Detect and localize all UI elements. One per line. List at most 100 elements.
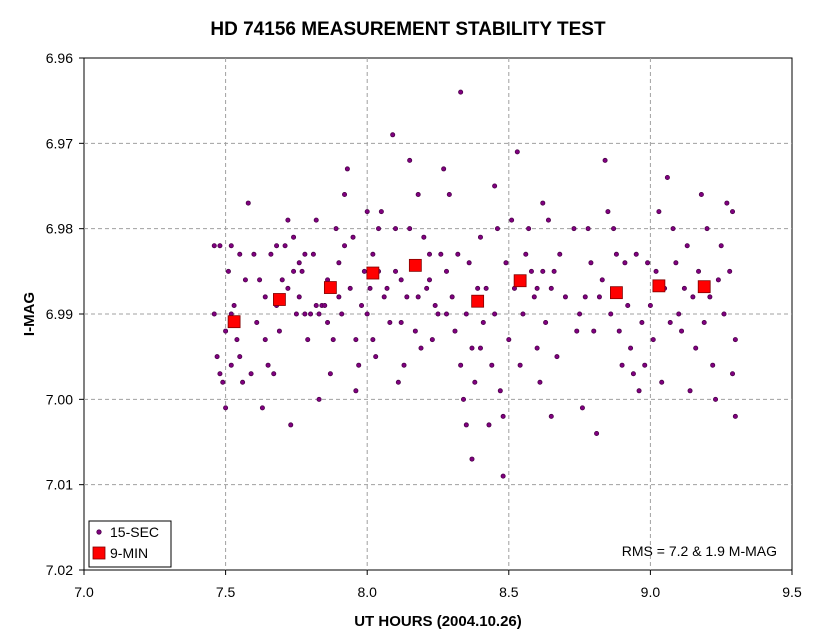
rms-annotation: RMS = 7.2 & 1.9 M-MAG [622,543,777,559]
point-15-sec [316,311,322,317]
point-15-sec [217,371,223,377]
point-15-sec [647,302,653,308]
point-15-sec [353,388,359,394]
point-15-sec [262,294,268,300]
point-15-sec [279,277,285,283]
point-15-sec [384,285,390,291]
point-15-sec [497,388,503,394]
point-15-sec [679,328,685,334]
point-15-sec [415,192,421,198]
point-15-sec [724,200,730,206]
point-15-sec [582,294,588,300]
x-axis-label: UT HOURS (2004.10.26) [354,613,522,630]
point-15-sec [415,294,421,300]
point-15-sec [378,209,384,215]
point-15-sec [404,294,410,300]
point-15-sec [551,268,557,274]
x-tick-label: 9.0 [641,584,661,600]
point-15-sec [696,268,702,274]
point-15-sec [254,320,260,326]
point-9-min [697,280,711,294]
point-15-sec [591,328,597,334]
y-tick-label: 7.02 [46,562,73,578]
point-15-sec [562,294,568,300]
point-15-sec [262,337,268,343]
point-15-sec [611,226,617,232]
point-15-sec [619,362,625,368]
point-15-sec [557,251,563,257]
point-15-sec [234,337,240,343]
point-9-min [273,293,286,306]
point-15-sec [492,311,498,317]
point-15-sec [650,337,656,343]
point-15-sec [418,345,424,351]
point-15-sec [443,268,449,274]
point-15-sec [336,260,342,266]
point-15-sec [393,268,399,274]
point-15-sec [381,294,387,300]
point-15-sec [220,379,226,385]
point-15-sec [350,234,356,240]
point-9-min [408,258,422,272]
point-15-sec [288,422,294,428]
point-9-min [366,266,380,280]
point-15-sec [293,311,299,317]
point-15-sec [727,268,733,274]
point-15-sec [690,294,696,300]
point-15-sec [302,311,308,317]
point-15-sec [630,371,636,377]
point-15-sec [701,320,707,326]
point-15-sec [342,243,348,249]
point-15-sec [449,294,455,300]
point-15-sec [469,456,475,462]
point-9-min [227,315,241,329]
point-15-sec [441,166,447,172]
point-15-sec [257,277,263,283]
point-15-sec [237,251,243,257]
point-15-sec [548,285,554,291]
point-15-sec [554,354,560,360]
point-15-sec [316,396,322,402]
point-15-sec [579,405,585,411]
point-15-sec [398,320,404,326]
point-15-sec [370,337,376,343]
point-15-sec [344,166,350,172]
point-15-sec [715,277,721,283]
point-15-sec [339,311,345,317]
point-15-sec [228,362,234,368]
point-15-sec [268,251,274,257]
point-15-sec [458,362,464,368]
point-15-sec [483,285,489,291]
point-15-sec [543,320,549,326]
point-15-sec [594,430,600,436]
point-15-sec [211,243,217,249]
point-15-sec [299,268,305,274]
point-15-sec [237,354,243,360]
y-tick-label: 6.97 [46,135,73,151]
point-15-sec [302,251,308,257]
point-15-sec [636,388,642,394]
point-15-sec [687,388,693,394]
point-15-sec [571,226,577,232]
point-15-sec [463,422,469,428]
point-15-sec [664,174,670,180]
point-15-sec [540,200,546,206]
point-15-sec [477,234,483,240]
x-tick-label: 7.5 [216,584,236,600]
point-15-sec [245,200,251,206]
point-15-sec [240,379,246,385]
point-15-sec [373,354,379,360]
point-15-sec [435,311,441,317]
point-15-sec [639,320,645,326]
point-15-sec [466,260,472,266]
point-15-sec [211,311,217,317]
y-tick-label: 6.99 [46,306,73,322]
y-tick-label: 7.00 [46,391,73,407]
point-15-sec [509,217,515,223]
point-15-sec [710,362,716,368]
point-15-sec [223,405,229,411]
point-15-sec [656,209,662,215]
point-15-sec [667,320,673,326]
series-9-min [227,258,711,329]
point-15-sec [313,302,319,308]
